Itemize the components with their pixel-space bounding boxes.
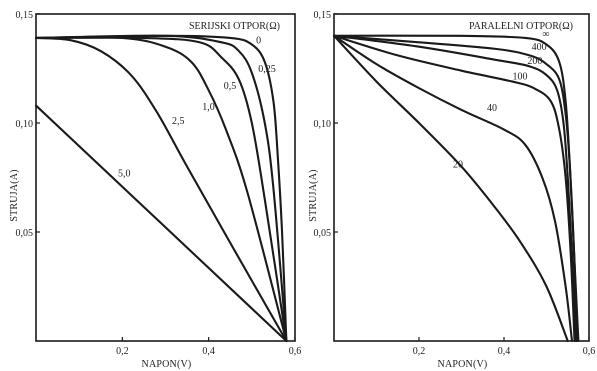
- series-line-0: [34, 34, 288, 343]
- series-label: 200: [527, 56, 542, 67]
- series-line-0: [332, 34, 580, 343]
- series-line-3: [332, 34, 576, 343]
- x-tick-label: 0,2: [116, 346, 129, 357]
- chart-parallel-resistance: 0,2 0,4 0,6 0,05 0,10 0,15 NAPON(V) STRUJA(A) PA…: [308, 10, 595, 370]
- y-tick-label: 0,05: [314, 228, 332, 239]
- series-line-2: [332, 34, 578, 343]
- y-tick-label: 0,15: [314, 10, 332, 21]
- series-line-5: [34, 104, 288, 343]
- x-tick-label: 0,6: [583, 346, 596, 357]
- series-line-4: [34, 36, 288, 343]
- chart-series-resistance: 0,2 0,4 0,6 0,05 0,10 0,15 NAPON(V) STRUJA(A) SE…: [9, 10, 301, 370]
- legend-title: SERIJSKI OTPOR(Ω): [189, 21, 280, 32]
- y-axis-label: STRUJA(A): [308, 169, 319, 221]
- y-tick-label: 0,10: [314, 119, 332, 130]
- y-tick-label: 0,15: [16, 10, 34, 21]
- series-label: 2,5: [172, 116, 185, 127]
- x-tick-label: 0,2: [413, 346, 426, 357]
- y-tick-label: 0,05: [16, 228, 34, 239]
- series-label: 0: [256, 35, 261, 46]
- plot-frame: [333, 13, 590, 342]
- x-axis-label: NAPON(V): [142, 359, 192, 370]
- y-tick-label: 0,10: [16, 119, 34, 130]
- y-axis-label: STRUJA(A): [9, 169, 20, 221]
- series-label: 1,0: [202, 102, 215, 113]
- x-tick-label: 0,4: [202, 346, 215, 357]
- series-line-1: [332, 34, 579, 343]
- series-label: 5,0: [118, 168, 130, 179]
- series-label: ∞: [542, 29, 549, 40]
- series-label: 0,25: [258, 64, 276, 75]
- x-tick-label: 0,6: [289, 346, 302, 357]
- series-line-4: [332, 34, 574, 343]
- series-line-1: [34, 34, 288, 343]
- x-tick-label: 0,4: [498, 346, 511, 357]
- series-label: 0,5: [224, 81, 237, 92]
- series-line-5: [332, 34, 569, 343]
- series-label: 40: [487, 103, 497, 114]
- plot-frame: [35, 13, 296, 342]
- legend-title: PARALELNI OTPOR(Ω): [469, 21, 573, 32]
- x-axis-label: NAPON(V): [438, 359, 488, 370]
- series-line-2: [34, 36, 288, 343]
- series-label: 20: [453, 160, 463, 171]
- series-label: 400: [532, 42, 547, 53]
- series-label: 100: [513, 71, 528, 82]
- series-line-3: [34, 36, 288, 343]
